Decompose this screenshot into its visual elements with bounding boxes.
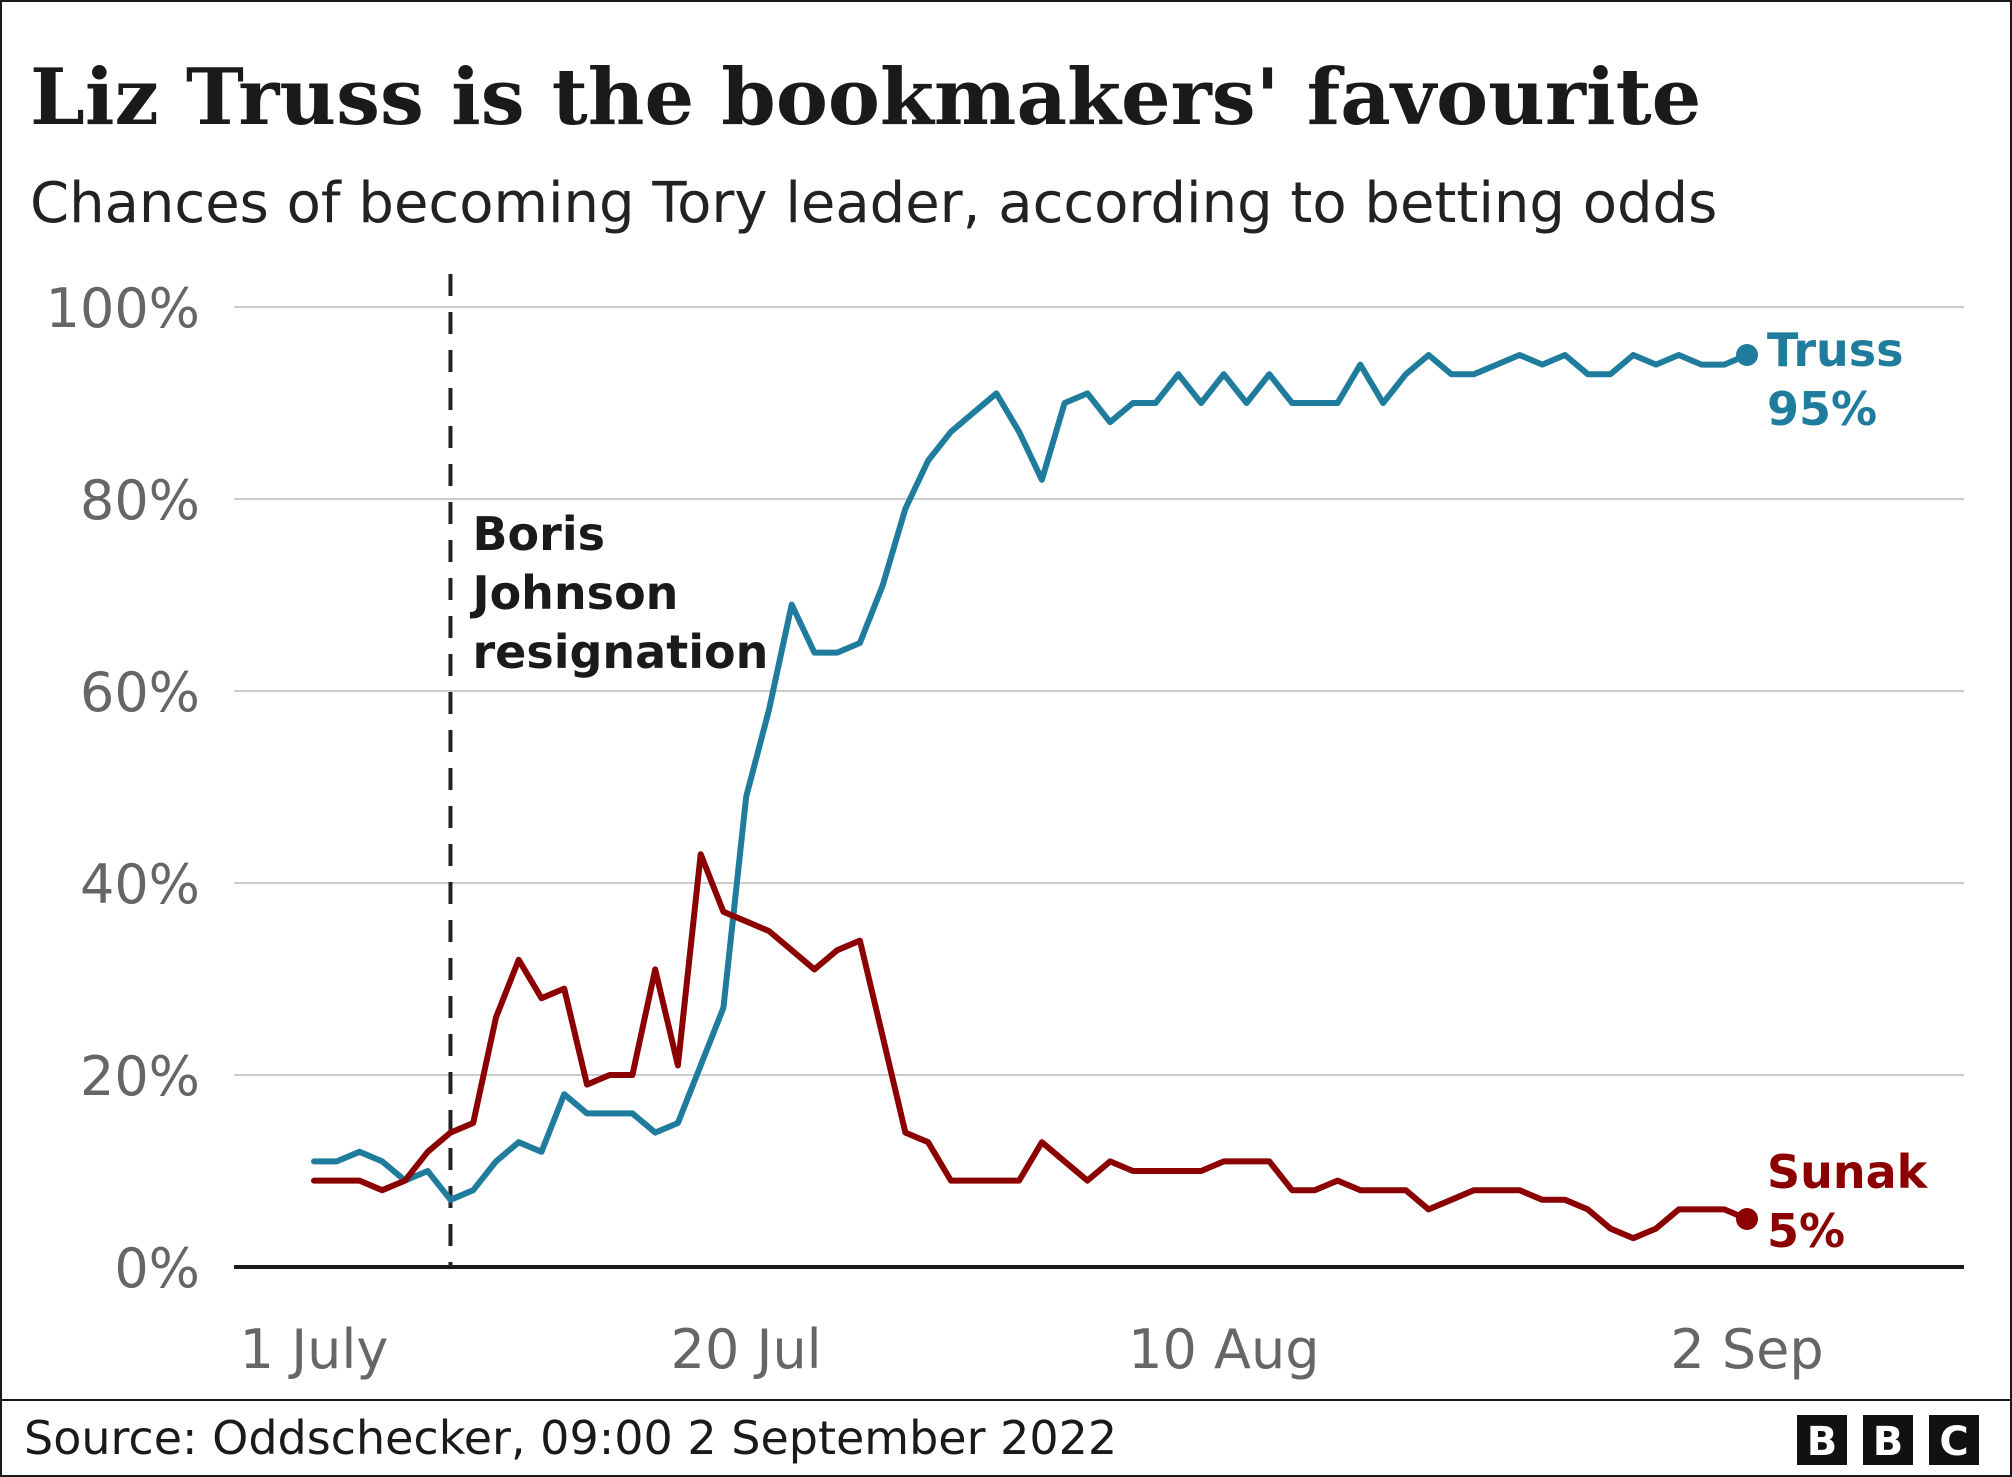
x-tick-label: 1 July xyxy=(240,1318,389,1381)
series-name-label-truss: Truss xyxy=(1767,323,1904,377)
x-tick-label: 10 Aug xyxy=(1128,1318,1319,1381)
series-name-label-sunak: Sunak xyxy=(1767,1145,1929,1199)
series-end-point-truss xyxy=(1736,344,1758,366)
bbc-logo-letter-3: C xyxy=(1939,1419,1968,1465)
bbc-logo-letter-2: B xyxy=(1873,1419,1904,1465)
bbc-logo-box-1 xyxy=(1797,1415,1847,1465)
y-tick-label: 40% xyxy=(80,853,200,916)
x-tick-label: 2 Sep xyxy=(1670,1318,1823,1381)
bbc-logo-box-3 xyxy=(1929,1415,1979,1465)
series-line-truss xyxy=(311,352,1750,1203)
y-tick-label: 100% xyxy=(46,277,200,340)
series-value-label-truss: 95% xyxy=(1767,382,1877,436)
bbc-logo-letter-1: B xyxy=(1807,1419,1838,1465)
source-note: Source: Oddschecker, 09:00 2 September 2… xyxy=(24,1411,1117,1465)
series-end-point-sunak xyxy=(1736,1208,1758,1230)
chart-subtitle: Chances of becoming Tory leader, accordi… xyxy=(30,171,1717,236)
y-tick-label: 0% xyxy=(114,1237,200,1300)
x-tick-label: 20 Jul xyxy=(671,1318,822,1381)
bbc-logo-box-2 xyxy=(1863,1415,1913,1465)
y-axis-ticks: 0% 20% 40% 60% 80% 100% xyxy=(46,277,200,1300)
annotation-text-line: Johnson xyxy=(469,566,678,620)
y-tick-label: 80% xyxy=(80,469,200,532)
gridlines xyxy=(234,306,1964,1269)
y-tick-label: 20% xyxy=(80,1045,200,1108)
series-value-label-sunak: 5% xyxy=(1767,1204,1845,1258)
x-axis-ticks: 1 July 20 Jul 10 Aug 2 Sep xyxy=(240,1318,1824,1381)
chart-title: Liz Truss is the bookmakers' favourite xyxy=(30,52,1701,143)
annotation-text-line: Boris xyxy=(472,507,605,561)
bbc-logo: B B C xyxy=(1797,1415,1979,1465)
series-line-sunak xyxy=(311,851,1750,1242)
series-lines xyxy=(311,344,1758,1242)
annotation-text-line: resignation xyxy=(472,625,768,679)
y-tick-label: 60% xyxy=(80,661,200,724)
